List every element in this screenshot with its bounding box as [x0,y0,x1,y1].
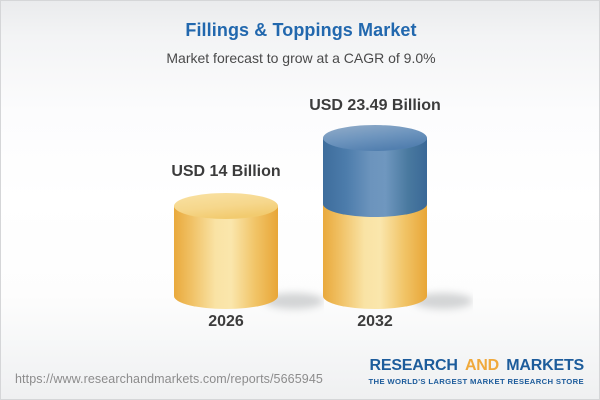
bar-shadow [413,293,473,309]
bar-value-label-2026: USD 14 Billion [171,163,281,180]
axis-label-2032: 2032 [357,313,393,330]
cylinder-bar-2026 [174,193,324,309]
logo-word-markets: MARKETS [506,357,584,374]
research-and-markets-logo: RESEARCH AND MARKETS THE WORLD'S LARGEST… [369,357,585,386]
bar-top-face-2032 [323,125,427,151]
bar-value-label-2032: USD 23.49 Billion [309,97,441,114]
bar-body-2026 [174,206,278,309]
report-url: https://www.researchandmarkets.com/repor… [15,372,323,386]
page-subtitle: Market forecast to grow at a CAGR of 9.0… [166,50,436,66]
bar-growth-segment-2032 [323,138,427,217]
bar-shadow [264,293,324,309]
logo-word-and: AND [464,357,500,374]
page-title: Fillings & Toppings Market [185,20,417,40]
bar-top-face-2026 [174,193,278,219]
logo-wordmark: RESEARCH AND MARKETS [369,357,585,375]
bar-base-segment-2032 [323,204,427,309]
logo-word-research: RESEARCH [369,357,458,374]
logo-tagline: THE WORLD'S LARGEST MARKET RESEARCH STOR… [368,376,584,386]
axis-label-2026: 2026 [208,313,244,330]
cylinder-bar-2032 [323,125,473,309]
